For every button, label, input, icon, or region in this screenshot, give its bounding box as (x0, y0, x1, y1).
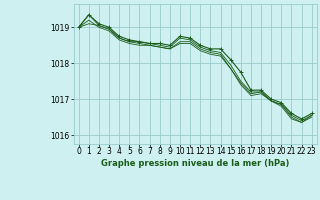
X-axis label: Graphe pression niveau de la mer (hPa): Graphe pression niveau de la mer (hPa) (101, 159, 289, 168)
